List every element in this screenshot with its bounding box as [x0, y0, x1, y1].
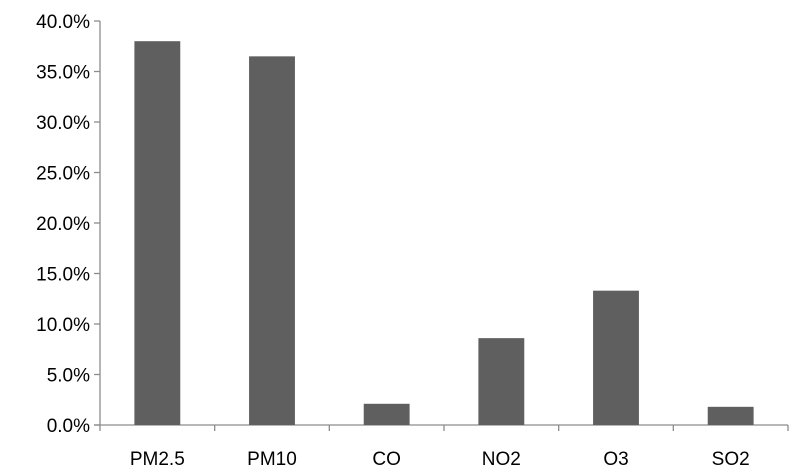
y-tick-label: 25.0%: [36, 164, 90, 185]
x-tick-label: O3: [603, 449, 628, 470]
y-tick-label: 40.0%: [36, 12, 90, 33]
y-tick-label: 35.0%: [36, 63, 90, 84]
bar: [707, 406, 754, 425]
y-tick-label: 0.0%: [47, 416, 90, 437]
y-axis: 0.0% 5.0% 10.0% 15.0% 20.0% 25.0% 30.0% 35.0% 40…: [36, 12, 101, 437]
x-tick-label: NO2: [482, 449, 521, 470]
y-tick-label: 30.0%: [36, 113, 90, 134]
x-axis: PM2.5 PM10 CO NO2 O3 SO2: [94, 424, 789, 470]
bar: [249, 56, 295, 425]
x-tick-label: SO2: [712, 449, 750, 470]
bar: [363, 403, 410, 425]
bar: [134, 41, 181, 425]
y-tick-label: 15.0%: [36, 265, 90, 286]
bar: [478, 338, 525, 425]
x-tick-label: PM10: [247, 449, 297, 470]
x-tick-label: PM2.5: [130, 449, 185, 470]
bar-series: [134, 41, 754, 425]
x-tick-label: CO: [372, 449, 401, 470]
bar: [593, 290, 639, 425]
y-tick-label: 10.0%: [36, 315, 90, 336]
y-tick-label: 20.0%: [36, 214, 90, 235]
y-tick-label: 5.0%: [47, 366, 90, 387]
